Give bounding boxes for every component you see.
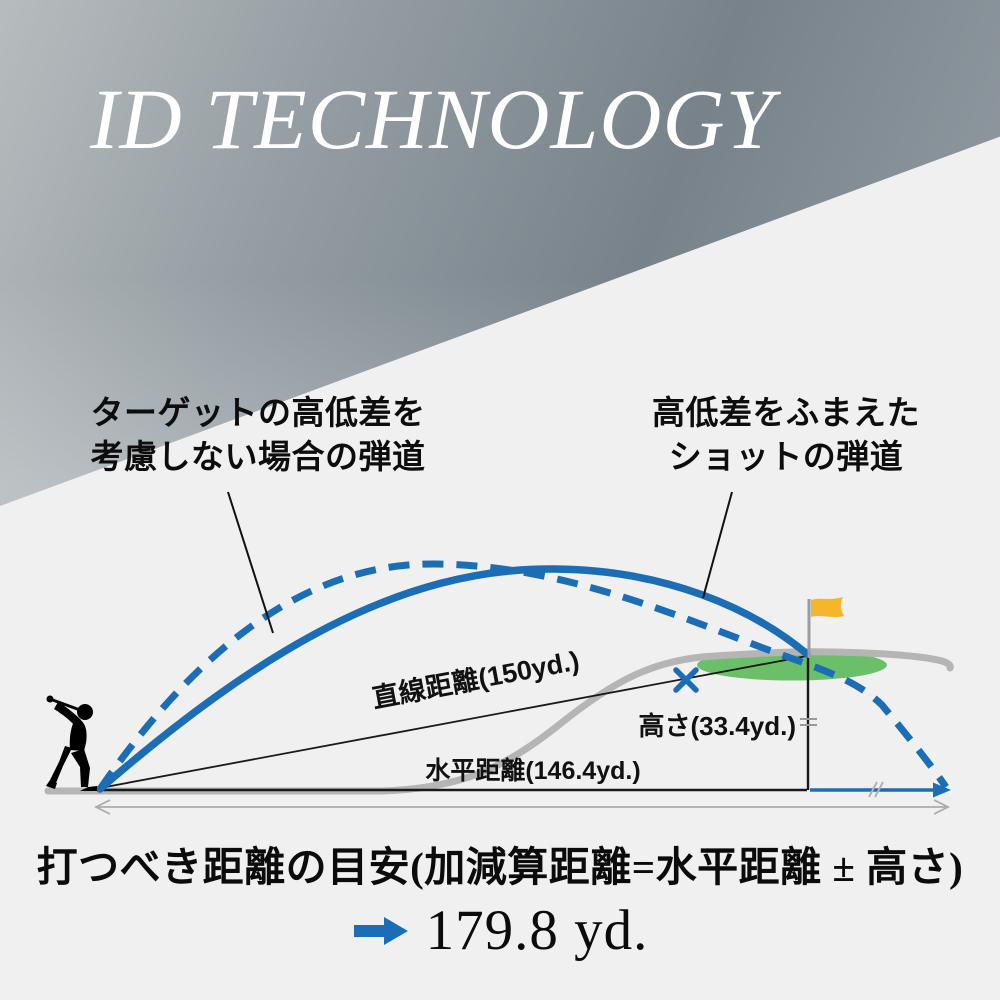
- horizontal-distance-label: 水平距離(146.4yd.): [425, 757, 641, 785]
- callout-no-slope-line1: ターゲットの高低差を: [90, 394, 426, 431]
- break-hash-icon: [868, 781, 884, 798]
- result-arrow-icon: [353, 916, 408, 945]
- formula-text: 打つべき距離の目安(加減算距離=水平距離 ± 高さ): [36, 844, 964, 890]
- terrain-profile: [44, 648, 954, 795]
- leader-line-left: [227, 491, 274, 634]
- callout-with-slope: 高低差をふまえた ショットの弾道: [620, 391, 952, 479]
- callout-no-slope: ターゲットの高低差を 考慮しない場合の弾道: [60, 391, 456, 479]
- span-arrow: [93, 799, 951, 815]
- page-title: ID TECHNOLOGY: [90, 71, 775, 167]
- target-x-icon: [673, 667, 699, 693]
- callout-no-slope-line2: 考慮しない場合の弾道: [90, 438, 426, 475]
- callout-with-slope-line1: 高低差をふまえた: [652, 394, 920, 431]
- height-tick-icon: [800, 718, 817, 726]
- golfer-silhouette: [46, 695, 97, 791]
- trajectory-no-slope: [97, 560, 949, 791]
- result-value: 179.8 yd.: [425, 899, 649, 962]
- height-label: 高さ(33.4yd.): [638, 711, 797, 741]
- trajectory-with-slope: [96, 565, 811, 793]
- leader-line-right: [702, 491, 733, 599]
- flag-icon: [807, 597, 844, 658]
- result-row: 179.8 yd.: [0, 898, 1000, 963]
- callout-with-slope-line2: ショットの弾道: [668, 438, 904, 475]
